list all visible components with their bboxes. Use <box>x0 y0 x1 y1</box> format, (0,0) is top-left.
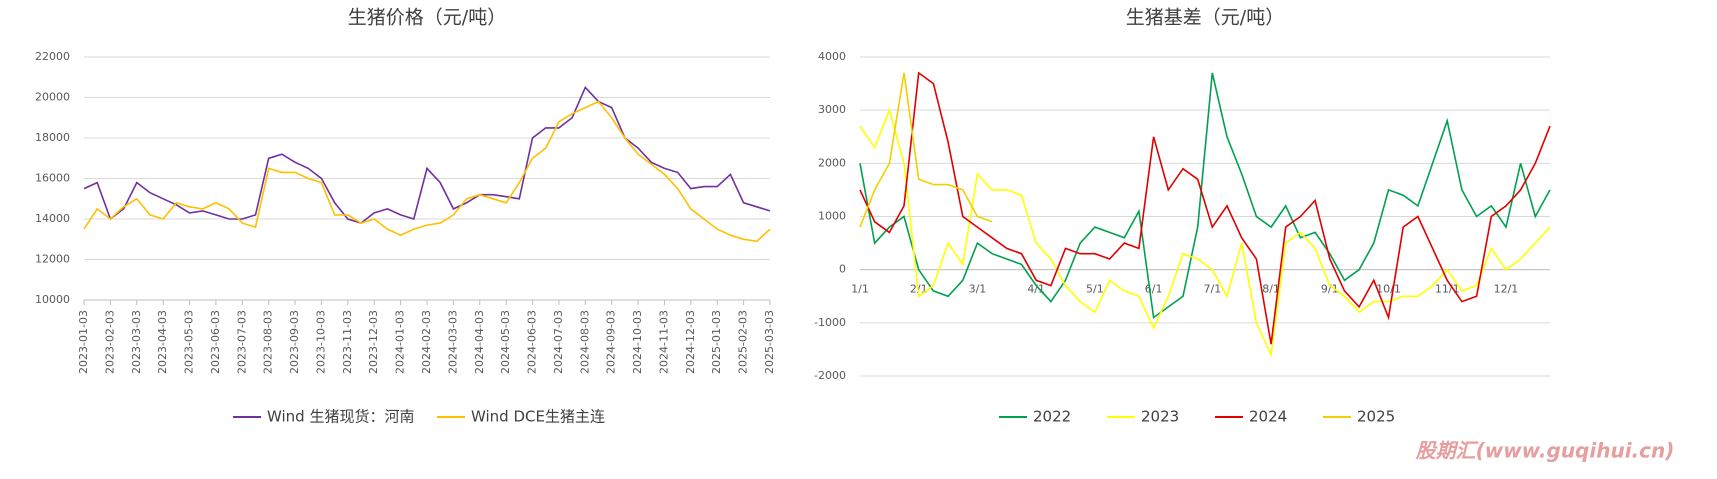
y-tick-label: 3000 <box>818 103 846 116</box>
x-tick-label: 2024-10-03 <box>631 310 644 374</box>
x-tick-label: 2023-12-03 <box>367 310 380 374</box>
x-tick-label: 10/1 <box>1376 283 1401 296</box>
legend-label: 2023 <box>1141 408 1179 426</box>
series-line <box>859 72 1551 319</box>
series-line <box>859 107 1551 358</box>
x-tick-label: 3/1 <box>969 283 987 296</box>
legend-label: Wind DCE生猪主连 <box>471 408 605 426</box>
y-tick-label: 20000 <box>35 91 70 104</box>
series-line <box>83 85 771 224</box>
chart-title: 生猪基差（元/吨） <box>1126 7 1284 29</box>
y-tick-label: 22000 <box>35 50 70 63</box>
x-tick-label: 2024-03-03 <box>446 310 459 374</box>
x-tick-label: 2023-09-03 <box>288 310 301 374</box>
x-tick-label: 11/1 <box>1435 283 1460 296</box>
y-tick-label: 18000 <box>35 131 70 144</box>
x-tick-label: 2023-10-03 <box>314 310 327 374</box>
x-tick-label: 1/1 <box>851 283 869 296</box>
series-line <box>859 72 993 228</box>
y-tick-label: -1000 <box>814 316 846 329</box>
y-tick-label: 2000 <box>818 156 846 169</box>
y-tick-label: 16000 <box>35 172 70 185</box>
x-tick-label: 2024-04-03 <box>473 310 486 374</box>
x-tick-label: 2023-03-03 <box>130 310 143 374</box>
x-tick-label: 2024-09-03 <box>605 310 618 374</box>
x-tick-label: 2023-07-03 <box>235 310 248 374</box>
x-tick-label: 2025-01-03 <box>710 310 723 374</box>
x-tick-label: 2024-01-03 <box>394 310 407 374</box>
x-tick-label: 2025-03-03 <box>763 310 776 374</box>
x-tick-label: 9/1 <box>1321 283 1339 296</box>
x-tick-label: 2025-02-03 <box>737 310 750 374</box>
x-tick-label: 2024-07-03 <box>552 310 565 374</box>
y-tick-label: 14000 <box>35 212 70 225</box>
x-tick-label: 8/1 <box>1262 283 1280 296</box>
legend-label: 2024 <box>1249 408 1287 426</box>
x-tick-label: 2023-08-03 <box>262 310 275 374</box>
x-tick-label: 2023-05-03 <box>183 310 196 374</box>
x-tick-label: 2024-02-03 <box>420 310 433 374</box>
y-tick-label: 12000 <box>35 253 70 266</box>
x-tick-label: 6/1 <box>1145 283 1163 296</box>
x-tick-label: 2024-08-03 <box>578 310 591 374</box>
x-tick-label: 5/1 <box>1086 283 1104 296</box>
x-tick-label: 2023-11-03 <box>341 310 354 374</box>
x-tick-label: 2024-12-03 <box>684 310 697 374</box>
series-line <box>859 71 1551 345</box>
x-tick-label: 4/1 <box>1027 283 1045 296</box>
y-tick-label: 0 <box>839 263 846 276</box>
legend-label: 2025 <box>1357 408 1395 426</box>
series-line <box>83 100 771 243</box>
x-tick-label: 2023-02-03 <box>103 310 116 374</box>
y-tick-label: 4000 <box>818 50 846 63</box>
watermark: 股期汇(www.guqihui.cn) <box>1415 439 1675 463</box>
chart-title: 生猪价格（元/吨） <box>348 7 506 29</box>
x-tick-label: 2023-04-03 <box>156 310 169 374</box>
x-tick-label: 12/1 <box>1494 283 1519 296</box>
x-tick-label: 2023-06-03 <box>209 310 222 374</box>
legend-label: 2022 <box>1033 408 1071 426</box>
x-tick-label: 2023-01-03 <box>77 310 90 374</box>
x-tick-label: 2024-06-03 <box>526 310 539 374</box>
y-tick-label: 1000 <box>818 210 846 223</box>
y-tick-label: -2000 <box>814 369 846 382</box>
x-tick-label: 2024-05-03 <box>499 310 512 374</box>
y-tick-label: 10000 <box>35 293 70 306</box>
x-tick-label: 7/1 <box>1203 283 1221 296</box>
x-tick-label: 2024-11-03 <box>657 310 670 374</box>
legend-label: Wind 生猪现货：河南 <box>267 408 414 426</box>
